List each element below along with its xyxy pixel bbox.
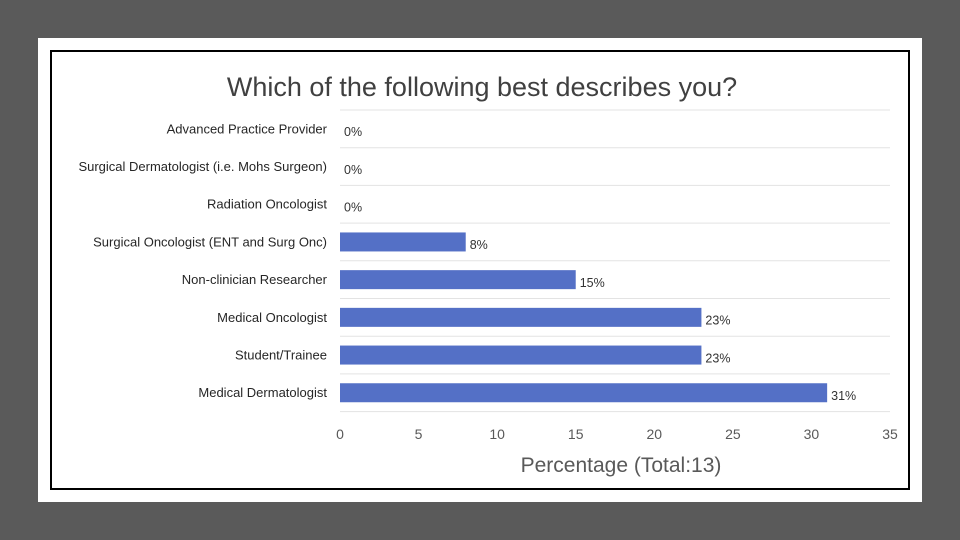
bar	[340, 232, 466, 252]
category-label: Non-clinician Researcher	[182, 272, 328, 287]
chart-title: Which of the following best describes yo…	[226, 72, 738, 102]
category-label: Surgical Oncologist (ENT and Surg Onc)	[93, 234, 327, 249]
value-label: 15%	[580, 276, 605, 290]
value-label: 0%	[344, 201, 362, 215]
value-label: 0%	[344, 163, 362, 177]
x-tick-label: 20	[646, 426, 662, 442]
category-label: Surgical Dermatologist (i.e. Mohs Surgeo…	[78, 159, 327, 174]
bars	[340, 232, 828, 403]
category-label: Medical Oncologist	[217, 310, 327, 325]
category-label: Advanced Practice Provider	[167, 121, 328, 136]
gridlines	[340, 109, 890, 413]
value-label: 23%	[705, 314, 730, 328]
x-axis-title: Percentage (Total:13)	[521, 454, 722, 477]
category-labels: Advanced Practice Provider Surgical Derma…	[78, 121, 327, 400]
category-label: Student/Trainee	[235, 347, 327, 362]
value-label: 0%	[344, 125, 362, 139]
bar	[340, 270, 576, 290]
x-tick-label: 35	[882, 426, 898, 442]
x-tick-label: 10	[489, 426, 505, 442]
x-tick-label: 5	[415, 426, 423, 442]
x-tick-labels: 0 5 10 15 20 25 30 35	[336, 426, 898, 442]
x-tick-label: 25	[725, 426, 741, 442]
x-tick-label: 30	[804, 426, 820, 442]
bar	[340, 383, 828, 403]
bar-chart: Advanced Practice Provider Surgical Derma…	[78, 109, 898, 477]
bar	[340, 345, 702, 365]
value-label: 8%	[470, 238, 488, 252]
value-label: 23%	[705, 351, 730, 365]
bar	[340, 307, 702, 327]
x-tick-label: 15	[568, 426, 584, 442]
category-label: Medical Dermatologist	[198, 385, 327, 400]
value-labels: 0% 0% 0% 8% 15% 23% 23% 31%	[344, 125, 856, 403]
chart-frame: Which of the following best describes yo…	[50, 50, 910, 490]
category-label: Radiation Oncologist	[207, 197, 327, 212]
x-tick-label: 0	[336, 426, 344, 442]
slide-background: Which of the following best describes yo…	[38, 38, 922, 502]
value-label: 31%	[831, 389, 856, 403]
